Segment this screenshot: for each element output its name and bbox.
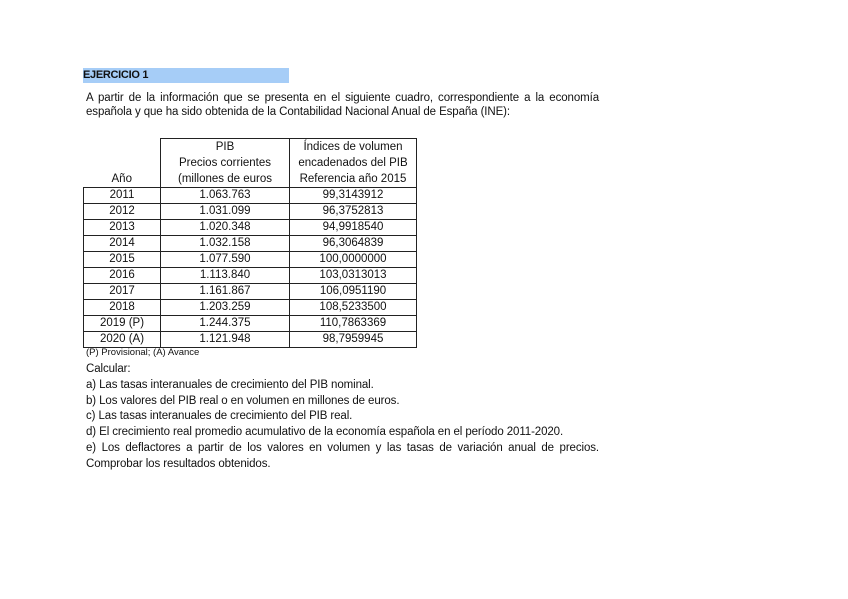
header-pib-2: Precios corrientes — [160, 155, 290, 171]
cell-pib: 1.031.099 — [160, 203, 290, 220]
gdp-table: PIB Índices de volumen Precios corriente… — [83, 138, 417, 348]
cell-pib: 1.244.375 — [160, 315, 290, 332]
cell-index: 106,0951190 — [289, 283, 417, 300]
exercise-title: EJERCICIO 1 — [83, 68, 289, 83]
header-index-3: Referencia año 2015 — [289, 171, 417, 188]
cell-pib: 1.113.840 — [160, 267, 290, 284]
cell-index: 96,3752813 — [289, 203, 417, 220]
header-year: Año — [111, 173, 132, 185]
cell-index: 99,3143912 — [289, 187, 417, 204]
cell-year: 2012 — [83, 203, 161, 220]
table-row: 2014 1.032.158 96,3064839 — [83, 235, 417, 252]
cell-pib: 1.161.867 — [160, 283, 290, 300]
task-a: a) Las tasas interanuales de crecimiento… — [86, 378, 374, 391]
cell-pib: 1.203.259 — [160, 299, 290, 316]
cell-pib: 1.077.590 — [160, 251, 290, 268]
cell-index: 94,9918540 — [289, 219, 417, 236]
cell-index: 103,0313013 — [289, 267, 417, 284]
table-row: 2017 1.161.867 106,0951190 — [83, 283, 417, 300]
task-e: e) Los deflactores a partir de los valor… — [86, 441, 599, 470]
cell-index: 110,7863369 — [289, 315, 417, 332]
intro-paragraph: A partir de la información que se presen… — [86, 92, 599, 118]
cell-year: 2018 — [83, 299, 161, 316]
table-row: 2018 1.203.259 108,5233500 — [83, 299, 417, 316]
task-c: c) Las tasas interanuales de crecimiento… — [86, 410, 353, 423]
header-pib-1: PIB — [160, 138, 290, 155]
table-row: 2015 1.077.590 100,0000000 — [83, 251, 417, 268]
tasks-section: Calcular: a) Las tasas interanuales de c… — [86, 362, 599, 473]
cell-index: 98,7959945 — [289, 331, 417, 348]
cell-year: 2016 — [83, 267, 161, 284]
cell-year: 2017 — [83, 283, 161, 300]
cell-pib: 1.020.348 — [160, 219, 290, 236]
cell-year: 2015 — [83, 251, 161, 268]
cell-pib: 1.121.948 — [160, 331, 290, 348]
table-row: 2020 (A) 1.121.948 98,7959945 — [83, 331, 417, 348]
cell-year: 2011 — [83, 187, 161, 204]
table-row: 2013 1.020.348 94,9918540 — [83, 219, 417, 236]
cell-year: 2013 — [83, 219, 161, 236]
table-note: (P) Provisional; (A) Avance — [86, 347, 200, 358]
table-row: 2016 1.113.840 103,0313013 — [83, 267, 417, 284]
cell-index: 100,0000000 — [289, 251, 417, 268]
task-d: d) El crecimiento real promedio acumulat… — [86, 426, 564, 439]
header-index-1: Índices de volumen — [289, 138, 417, 155]
task-b: b) Los valores del PIB real o en volumen… — [86, 394, 400, 407]
cell-pib: 1.032.158 — [160, 235, 290, 252]
cell-index: 96,3064839 — [289, 235, 417, 252]
cell-year: 2019 (P) — [83, 315, 161, 332]
header-pib-3: (millones de euros — [160, 171, 290, 188]
cell-year: 2014 — [83, 235, 161, 252]
calc-label: Calcular: — [86, 363, 131, 375]
header-index-2: encadenados del PIB — [289, 155, 417, 171]
table-row: 2012 1.031.099 96,3752813 — [83, 203, 417, 220]
table-row: 2011 1.063.763 99,3143912 — [83, 187, 417, 204]
cell-pib: 1.063.763 — [160, 187, 290, 204]
table-row: 2019 (P) 1.244.375 110,7863369 — [83, 315, 417, 332]
cell-index: 108,5233500 — [289, 299, 417, 316]
cell-year: 2020 (A) — [83, 331, 161, 348]
